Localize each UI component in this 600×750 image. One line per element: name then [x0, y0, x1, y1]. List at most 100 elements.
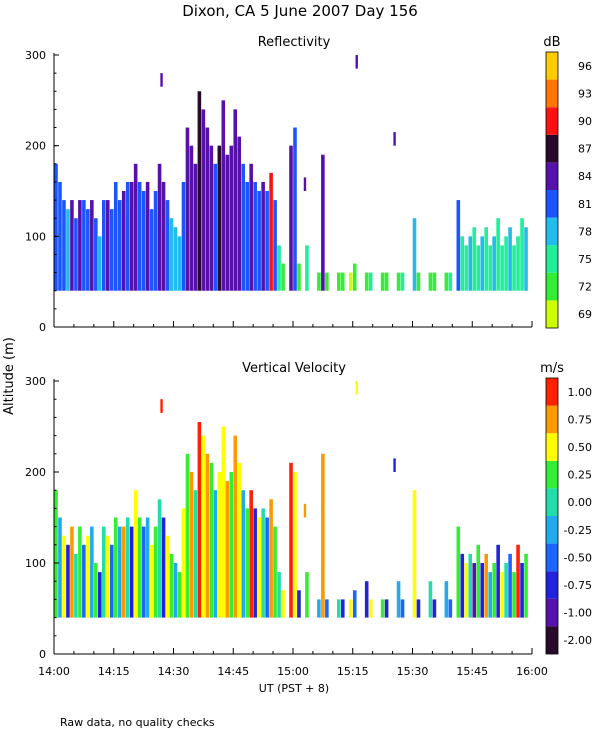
data-column — [384, 272, 389, 291]
data-column — [225, 481, 230, 618]
colorbar-label: 0.75 — [568, 413, 593, 426]
data-column — [225, 154, 230, 291]
data-column — [444, 581, 449, 618]
data-column — [165, 200, 170, 291]
data-column — [520, 218, 524, 291]
data-column — [141, 191, 146, 291]
data-column — [145, 517, 150, 618]
data-column — [137, 181, 142, 291]
data-column — [384, 599, 389, 618]
data-column — [269, 172, 273, 291]
colorbar-swatch — [546, 52, 558, 80]
data-column — [293, 127, 297, 291]
data-column — [337, 599, 341, 618]
data-segment — [393, 132, 396, 146]
data-column — [62, 535, 66, 618]
data-column — [348, 599, 353, 618]
data-column — [173, 563, 178, 618]
data-column — [105, 200, 110, 291]
velocity-title: Vertical Velocity — [242, 361, 346, 376]
data-column — [253, 508, 257, 618]
data-column — [317, 272, 321, 291]
data-column — [74, 218, 78, 291]
velocity-colorbar-unit: m/s — [540, 361, 564, 376]
data-column — [492, 236, 496, 291]
footnote: Raw data, no quality checks — [60, 716, 215, 729]
data-column — [213, 490, 218, 618]
reflectivity-data-layer — [54, 55, 528, 291]
reflectivity-title: Reflectivity — [258, 35, 331, 50]
data-column — [380, 272, 385, 291]
colorbar-label: -0.25 — [564, 524, 592, 537]
colorbar-swatch — [546, 378, 558, 406]
data-column — [105, 535, 110, 618]
data-column — [129, 526, 134, 618]
data-column — [133, 490, 138, 618]
data-column — [364, 581, 369, 618]
data-segment — [393, 458, 396, 472]
data-column — [70, 526, 74, 618]
x-tick-label: 15:30 — [397, 665, 429, 678]
data-column — [193, 163, 198, 291]
data-column — [161, 517, 166, 618]
data-column — [86, 535, 90, 618]
data-column — [432, 599, 437, 618]
data-column — [245, 508, 249, 618]
colorbar-label: 0.50 — [568, 441, 593, 454]
data-column — [348, 272, 353, 291]
data-column — [340, 272, 345, 291]
colorbar-swatch — [546, 626, 558, 654]
data-column — [488, 245, 492, 291]
data-column — [504, 236, 508, 291]
colorbar-swatch — [546, 245, 558, 273]
data-column — [237, 136, 242, 291]
data-column — [169, 218, 174, 291]
data-column — [117, 200, 122, 291]
data-segment — [303, 177, 307, 191]
data-column — [145, 181, 150, 291]
data-column — [289, 462, 293, 618]
data-column — [472, 227, 477, 291]
data-column — [217, 472, 222, 618]
data-column — [161, 181, 166, 291]
data-column — [520, 563, 524, 618]
data-column — [277, 572, 281, 618]
y-tick-label: 100 — [25, 557, 46, 570]
figure-title: Dixon, CA 5 June 2007 Day 156 — [182, 2, 418, 20]
data-column — [94, 563, 98, 618]
data-column — [193, 490, 198, 618]
colorbar-swatch — [546, 107, 558, 135]
y-tick-label: 0 — [39, 648, 46, 661]
data-column — [321, 154, 325, 291]
data-column — [229, 145, 234, 291]
y-tick-label: 300 — [25, 375, 46, 388]
colorbar-label: 87 — [578, 143, 592, 156]
data-column — [74, 553, 78, 618]
reflectivity-colorbar: 69 72 75 78 81 84 87 90 93 96 — [545, 51, 592, 329]
data-column — [273, 200, 277, 291]
data-column — [66, 209, 70, 291]
data-column — [480, 236, 485, 291]
data-column — [181, 508, 186, 618]
data-column — [137, 517, 142, 618]
data-column — [340, 599, 345, 618]
data-column — [464, 563, 469, 618]
colorbar-label: 72 — [578, 281, 592, 294]
data-column — [500, 245, 504, 291]
data-column — [305, 572, 309, 618]
data-column — [289, 145, 293, 291]
colorbar-swatch — [546, 543, 558, 572]
data-column — [325, 599, 329, 618]
data-column — [209, 462, 214, 618]
data-column — [90, 526, 94, 618]
data-column — [62, 200, 66, 291]
data-column — [181, 181, 186, 291]
data-column — [177, 236, 182, 291]
data-column — [468, 553, 473, 618]
colorbar-frame — [545, 377, 559, 655]
colorbar-swatch — [546, 571, 558, 599]
velocity-data-layer — [54, 381, 528, 618]
data-column — [500, 572, 504, 618]
data-column — [82, 544, 86, 618]
